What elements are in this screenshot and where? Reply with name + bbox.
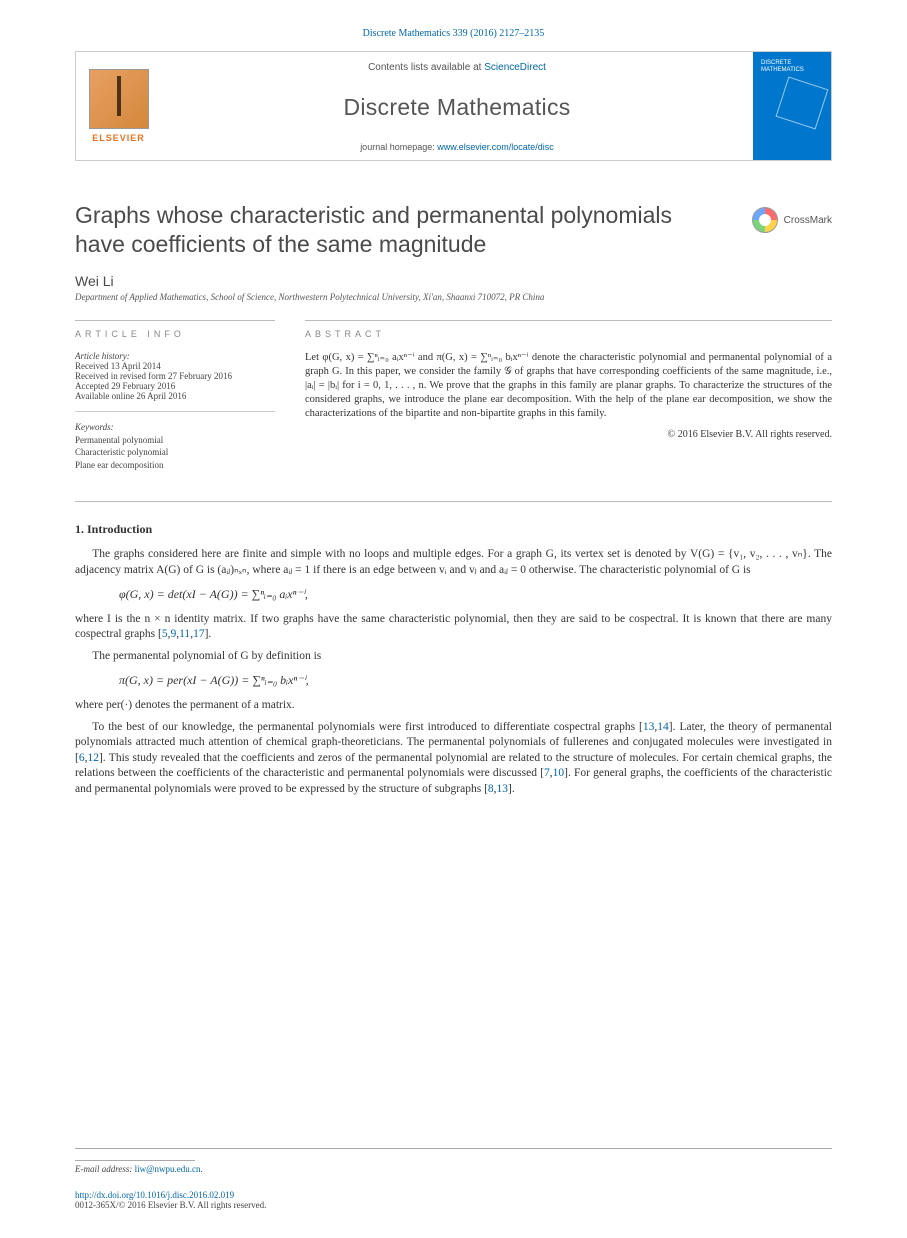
history-head: Article history: (75, 351, 275, 361)
publisher-logo: ELSEVIER (76, 52, 161, 160)
crossmark[interactable]: CrossMark (752, 201, 832, 233)
cover-thumb-text: DISCRETE MATHEMATICS (761, 60, 831, 74)
formula: φ(G, x) = det(xI − A(G)) = ∑ⁿᵢ₌₀ aᵢxⁿ⁻ⁱ, (119, 584, 832, 606)
ref-link[interactable]: 7 (544, 767, 550, 779)
homepage-link[interactable]: www.elsevier.com/locate/disc (437, 142, 554, 152)
ref-link[interactable]: 14 (657, 721, 669, 733)
homepage-line: journal homepage: www.elsevier.com/locat… (360, 142, 554, 152)
footer: E-mail address: liw@nwpu.edu.cn. http://… (75, 1148, 832, 1210)
text: ]. (508, 783, 515, 795)
homepage-prefix: journal homepage: (360, 142, 437, 152)
citation-line: Discrete Mathematics 339 (2016) 2127–213… (75, 28, 832, 39)
abstract-label: abstract (305, 320, 832, 339)
crossmark-label: CrossMark (784, 215, 832, 226)
affiliation: Department of Applied Mathematics, Schoo… (75, 292, 832, 302)
article-title: Graphs whose characteristic and permanen… (75, 201, 728, 259)
history-received: Received 13 April 2014 (75, 361, 275, 371)
masthead: ELSEVIER Contents lists available at Sci… (75, 51, 832, 161)
publisher-name: ELSEVIER (92, 133, 145, 143)
history-online: Available online 26 April 2016 (75, 391, 275, 401)
elsevier-tree-icon (89, 69, 149, 129)
formula: π(G, x) = per(xI − A(G)) = ∑ⁿᵢ₌₀ bᵢxⁿ⁻ⁱ, (119, 670, 832, 692)
text: ]. (205, 628, 212, 640)
abstract-copyright: © 2016 Elsevier B.V. All rights reserved… (305, 429, 832, 440)
keyword: Plane ear decomposition (75, 459, 275, 472)
ref-link[interactable]: 10 (553, 767, 565, 779)
article-info-column: article info Article history: Received 1… (75, 320, 275, 472)
ref-link[interactable]: 11 (179, 628, 190, 640)
abstract-column: abstract Let φ(G, x) = ∑ⁿᵢ₌₀ aᵢxⁿ⁻ⁱ and … (305, 320, 832, 472)
ref-link[interactable]: 9 (170, 628, 176, 640)
section-heading: 1. Introduction (75, 522, 832, 537)
journal-cover-thumb: DISCRETE MATHEMATICS (753, 52, 831, 160)
citation-link[interactable]: Discrete Mathematics 339 (2016) 2127–213… (363, 28, 545, 39)
ref-link[interactable]: 13 (643, 721, 655, 733)
article-info-label: article info (75, 320, 275, 339)
ref-link[interactable]: 13 (497, 783, 509, 795)
contents-line: Contents lists available at ScienceDirec… (368, 62, 546, 73)
journal-title: Discrete Mathematics (343, 94, 570, 121)
author-name: Wei Li (75, 273, 832, 289)
paragraph: To the best of our knowledge, the perman… (75, 720, 832, 798)
masthead-center: Contents lists available at ScienceDirec… (161, 52, 753, 160)
paragraph: The permanental polynomial of G by defin… (75, 649, 832, 665)
ref-link[interactable]: 6 (79, 752, 85, 764)
sciencedirect-link[interactable]: ScienceDirect (484, 62, 546, 73)
ref-link[interactable]: 12 (87, 752, 99, 764)
keywords-head: Keywords: (75, 422, 275, 432)
divider (75, 501, 832, 502)
ref-link[interactable]: 17 (193, 628, 205, 640)
history-accepted: Accepted 29 February 2016 (75, 381, 275, 391)
crossmark-icon (752, 207, 778, 233)
text: . (200, 1164, 202, 1174)
issn-line: 0012-365X/© 2016 Elsevier B.V. All right… (75, 1200, 832, 1210)
ref-link[interactable]: 5 (162, 628, 168, 640)
paragraph: The graphs considered here are finite an… (75, 547, 832, 578)
email-link[interactable]: liw@nwpu.edu.cn (135, 1164, 201, 1174)
ref-link[interactable]: 8 (488, 783, 494, 795)
paragraph: where per(·) denotes the permanent of a … (75, 698, 832, 714)
keyword: Characteristic polynomial (75, 446, 275, 459)
email-label: E-mail address: (75, 1164, 135, 1174)
text: To the best of our knowledge, the perman… (92, 721, 643, 733)
history-revised: Received in revised form 27 February 201… (75, 371, 275, 381)
keyword: Permanental polynomial (75, 434, 275, 447)
abstract-body: Let φ(G, x) = ∑ⁿᵢ₌₀ aᵢxⁿ⁻ⁱ and π(G, x) =… (305, 351, 832, 422)
paragraph: where I is the n × n identity matrix. If… (75, 612, 832, 643)
contents-prefix: Contents lists available at (368, 62, 484, 73)
doi-link[interactable]: http://dx.doi.org/10.1016/j.disc.2016.02… (75, 1190, 234, 1200)
